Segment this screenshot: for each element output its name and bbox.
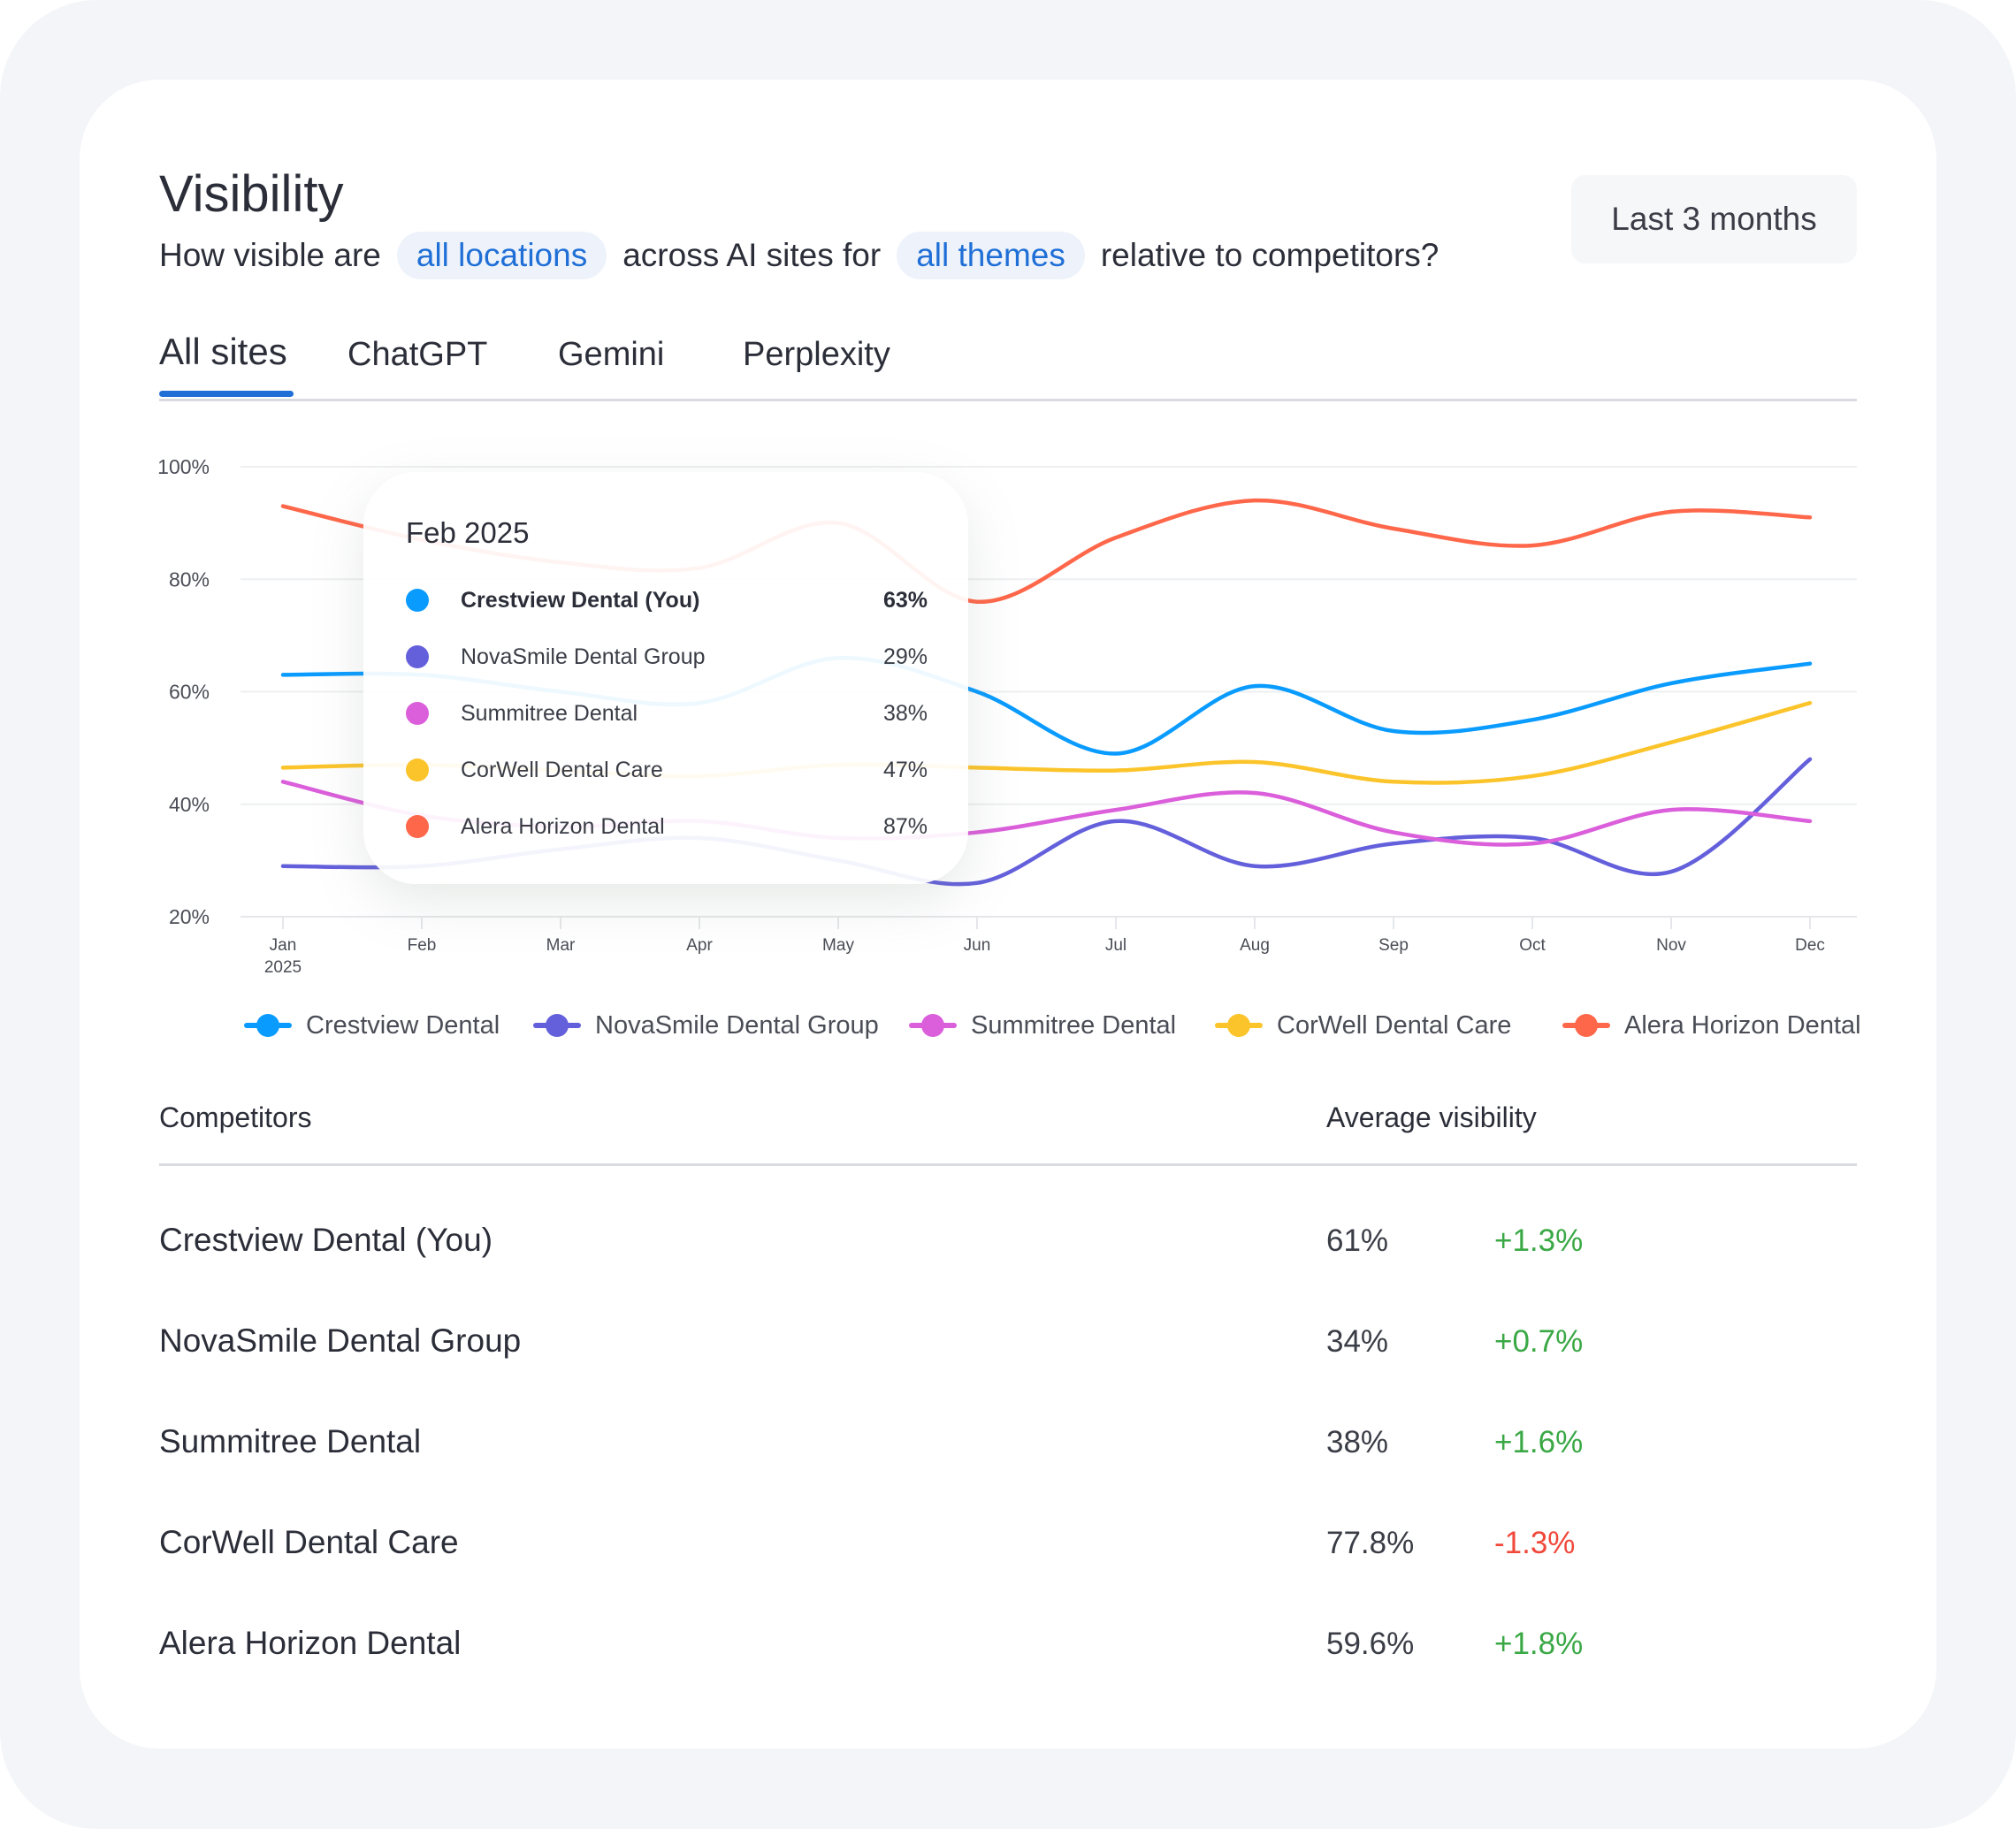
tooltip-value: 87%	[882, 813, 928, 839]
site-tabs: All sites ChatGPT Gemini Perplexity	[159, 331, 1857, 401]
x-tick-label: May	[822, 936, 854, 955]
average-visibility-value: 77.8%	[1326, 1526, 1415, 1560]
legend-label: Alera Horizon Dental	[1624, 1010, 1861, 1040]
tooltip-value: 63%	[882, 587, 928, 613]
date-range-button[interactable]: Last 3 months	[1571, 175, 1857, 263]
y-tick-label: 20%	[169, 905, 210, 928]
x-tick-label: Mar	[546, 936, 576, 955]
tooltip-label: Crestview Dental (You)	[461, 587, 700, 613]
average-visibility-value: 61%	[1326, 1223, 1389, 1258]
tooltip-label: Summitree Dental	[461, 700, 638, 726]
x-tick-label: Aug	[1240, 936, 1270, 955]
legend-label: CorWell Dental Care	[1277, 1010, 1512, 1040]
y-tick-label: 100%	[157, 455, 210, 478]
subtitle-text: relative to competitors?	[1100, 237, 1439, 273]
average-visibility-value: 59.6%	[1326, 1627, 1415, 1661]
column-header-competitors: Competitors	[159, 1101, 312, 1133]
chart-legend: Crestview Dental NovaSmile Dental Group Su…	[244, 1008, 1862, 1043]
competitor-name: NovaSmile Dental Group	[159, 1322, 522, 1359]
legend-item[interactable]: Crestview Dental	[244, 1008, 500, 1043]
tab-perplexity[interactable]: Perplexity	[743, 336, 890, 373]
tooltip-value: 29%	[882, 644, 928, 669]
competitor-name: Alera Horizon Dental	[159, 1625, 462, 1661]
legend-label: Summitree Dental	[971, 1010, 1177, 1040]
tab-chatgpt[interactable]: ChatGPT	[347, 336, 488, 373]
locations-filter-pill[interactable]: all locations	[396, 232, 607, 279]
active-tab-indicator	[159, 391, 294, 397]
tooltip-value: 38%	[882, 700, 928, 726]
visibility-change: +1.3%	[1494, 1223, 1584, 1258]
x-tick-label: Sep	[1378, 936, 1409, 955]
legend-marker-icon	[1215, 1008, 1263, 1043]
visibility-change: -1.3%	[1494, 1526, 1576, 1560]
y-tick-label: 60%	[169, 681, 210, 704]
chart-tooltip: Feb 2025 Crestview Dental (You) 63% NovaSm…	[363, 472, 968, 884]
competitor-name: Crestview Dental (You)	[159, 1222, 493, 1258]
tooltip-row: NovaSmile Dental Group 29%	[406, 639, 928, 674]
legend-label: NovaSmile Dental Group	[595, 1010, 879, 1040]
tooltip-label: CorWell Dental Care	[461, 757, 663, 782]
tooltip-row: CorWell Dental Care 47%	[406, 752, 928, 788]
average-visibility-value: 38%	[1326, 1425, 1389, 1459]
themes-filter-pill[interactable]: all themes	[897, 232, 1085, 279]
tooltip-title: Feb 2025	[406, 516, 530, 549]
legend-item[interactable]: Alera Horizon Dental	[1562, 1008, 1861, 1043]
visibility-line-chart: 20% 40% 60% 80% 100% Jan Feb Mar Apr May Jun Jul Aug…	[157, 455, 1857, 977]
competitor-name: Summitree Dental	[159, 1423, 422, 1459]
series-color-dot	[406, 645, 429, 668]
y-tick-label: 40%	[169, 793, 210, 816]
visibility-change: +1.6%	[1494, 1425, 1584, 1459]
x-tick-label: Oct	[1519, 936, 1546, 955]
tooltip-row: Alera Horizon Dental 87%	[406, 809, 928, 844]
x-tick-label: Nov	[1656, 936, 1686, 955]
legend-label: Crestview Dental	[306, 1010, 500, 1040]
average-visibility-value: 34%	[1326, 1324, 1389, 1359]
tooltip-label: Alera Horizon Dental	[461, 813, 665, 839]
subtitle: How visible are all locations across AI …	[159, 232, 1439, 279]
legend-item[interactable]: CorWell Dental Care	[1215, 1008, 1511, 1043]
x-tick-label: Dec	[1795, 936, 1825, 955]
tooltip-row: Summitree Dental 38%	[406, 696, 928, 731]
series-color-dot	[406, 815, 429, 838]
legend-marker-icon	[1562, 1008, 1610, 1043]
column-header-average-visibility: Average visibility	[1326, 1101, 1537, 1133]
legend-item[interactable]: NovaSmile Dental Group	[533, 1008, 879, 1043]
tooltip-value: 47%	[882, 757, 928, 782]
tab-gemini[interactable]: Gemini	[558, 336, 665, 373]
series-color-dot	[406, 758, 429, 781]
visibility-card	[80, 80, 1936, 1749]
x-tick-label: Jun	[964, 936, 991, 955]
x-tick-label: Jan	[270, 936, 297, 955]
visibility-change: +0.7%	[1494, 1324, 1584, 1359]
x-tick-label: Jul	[1105, 936, 1126, 955]
x-tick-label: Apr	[686, 936, 713, 955]
legend-marker-icon	[909, 1008, 957, 1043]
subtitle-text: How visible are	[159, 237, 381, 273]
table-header-divider	[159, 1163, 1857, 1166]
legend-item[interactable]: Summitree Dental	[909, 1008, 1176, 1043]
legend-marker-icon	[244, 1008, 292, 1043]
competitor-name: CorWell Dental Care	[159, 1524, 459, 1560]
tooltip-label: NovaSmile Dental Group	[461, 644, 706, 669]
tab-all-sites[interactable]: All sites	[159, 331, 287, 372]
subtitle-text: across AI sites for	[622, 237, 882, 273]
y-tick-label: 80%	[169, 568, 210, 591]
x-tick-label: Feb	[408, 936, 437, 955]
x-year-label: 2025	[264, 958, 302, 977]
series-color-dot	[406, 702, 429, 725]
visibility-change: +1.8%	[1494, 1627, 1584, 1661]
series-color-dot	[406, 589, 429, 612]
legend-marker-icon	[533, 1008, 581, 1043]
tooltip-row: Crestview Dental (You) 63%	[406, 583, 928, 618]
page-title: Visibility	[159, 165, 344, 223]
